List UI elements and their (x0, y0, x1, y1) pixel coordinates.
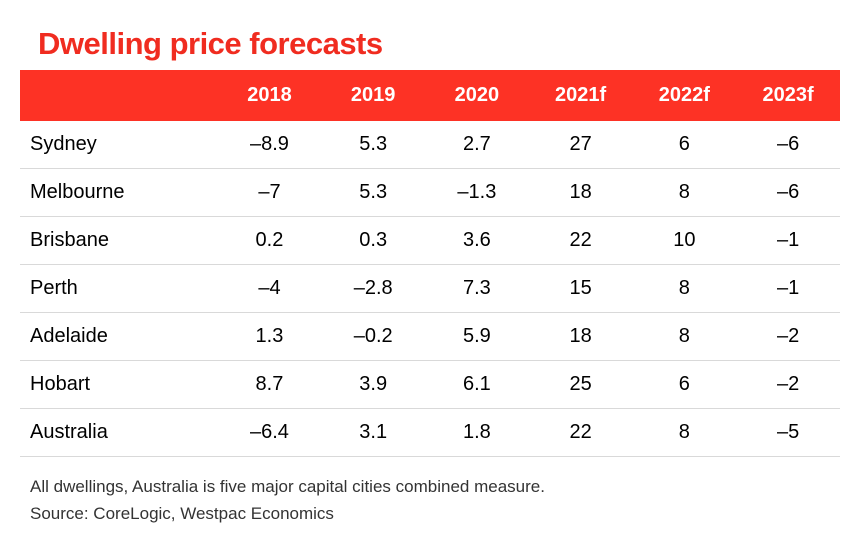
cell-value: 25 (529, 361, 633, 409)
cell-value: –6.4 (218, 409, 322, 457)
cell-value: 6 (632, 121, 736, 169)
cell-value: –7 (218, 169, 322, 217)
row-label: Brisbane (20, 217, 218, 265)
row-label: Melbourne (20, 169, 218, 217)
row-label: Australia (20, 409, 218, 457)
cell-value: –4 (218, 265, 322, 313)
row-label: Adelaide (20, 313, 218, 361)
table-row: Australia–6.43.11.8228–5 (20, 409, 840, 457)
cell-value: 2.7 (425, 121, 529, 169)
cell-value: 0.2 (218, 217, 322, 265)
footnote-line: Source: CoreLogic, Westpac Economics (30, 500, 840, 527)
cell-value: 18 (529, 313, 633, 361)
cell-value: 8 (632, 169, 736, 217)
cell-value: –2.8 (321, 265, 425, 313)
cell-value: –2 (736, 313, 840, 361)
table-row: Brisbane0.20.33.62210–1 (20, 217, 840, 265)
col-header-label (20, 70, 218, 121)
cell-value: 5.9 (425, 313, 529, 361)
cell-value: –1 (736, 265, 840, 313)
cell-value: 1.8 (425, 409, 529, 457)
cell-value: 3.1 (321, 409, 425, 457)
forecast-card: Dwelling price forecasts 201820192020202… (20, 20, 840, 527)
cell-value: 8.7 (218, 361, 322, 409)
cell-value: –6 (736, 169, 840, 217)
cell-value: –2 (736, 361, 840, 409)
footnote-line: All dwellings, Australia is five major c… (30, 473, 840, 500)
cell-value: 3.9 (321, 361, 425, 409)
cell-value: 22 (529, 217, 633, 265)
footnote: All dwellings, Australia is five major c… (20, 457, 840, 527)
cell-value: 15 (529, 265, 633, 313)
cell-value: 6 (632, 361, 736, 409)
cell-value: 10 (632, 217, 736, 265)
table-row: Perth–4–2.87.3158–1 (20, 265, 840, 313)
table-row: Sydney–8.95.32.7276–6 (20, 121, 840, 169)
cell-value: –0.2 (321, 313, 425, 361)
cell-value: –8.9 (218, 121, 322, 169)
row-label: Perth (20, 265, 218, 313)
row-label: Sydney (20, 121, 218, 169)
table-header: 2018201920202021f2022f2023f (20, 70, 840, 121)
forecast-table: 2018201920202021f2022f2023f Sydney–8.95.… (20, 70, 840, 457)
table-row: Melbourne–75.3–1.3188–6 (20, 169, 840, 217)
col-header: 2019 (321, 70, 425, 121)
cell-value: 5.3 (321, 121, 425, 169)
cell-value: 8 (632, 313, 736, 361)
col-header: 2022f (632, 70, 736, 121)
col-header: 2023f (736, 70, 840, 121)
cell-value: –6 (736, 121, 840, 169)
cell-value: 7.3 (425, 265, 529, 313)
table-row: Adelaide1.3–0.25.9188–2 (20, 313, 840, 361)
cell-value: 3.6 (425, 217, 529, 265)
cell-value: 1.3 (218, 313, 322, 361)
cell-value: 8 (632, 409, 736, 457)
col-header: 2021f (529, 70, 633, 121)
cell-value: –1.3 (425, 169, 529, 217)
col-header: 2018 (218, 70, 322, 121)
cell-value: –1 (736, 217, 840, 265)
row-label: Hobart (20, 361, 218, 409)
col-header: 2020 (425, 70, 529, 121)
cell-value: 8 (632, 265, 736, 313)
cell-value: 6.1 (425, 361, 529, 409)
card-title: Dwelling price forecasts (20, 20, 840, 70)
cell-value: 0.3 (321, 217, 425, 265)
cell-value: 27 (529, 121, 633, 169)
table-body: Sydney–8.95.32.7276–6Melbourne–75.3–1.31… (20, 121, 840, 457)
cell-value: 18 (529, 169, 633, 217)
cell-value: –5 (736, 409, 840, 457)
table-row: Hobart8.73.96.1256–2 (20, 361, 840, 409)
cell-value: 22 (529, 409, 633, 457)
cell-value: 5.3 (321, 169, 425, 217)
